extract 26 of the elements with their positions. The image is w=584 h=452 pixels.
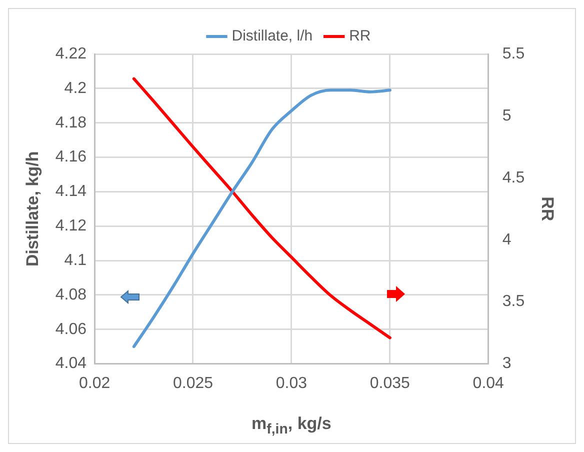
legend-label: RR bbox=[349, 28, 371, 45]
y-tick-label: 4.1 bbox=[64, 252, 87, 269]
x-tick-label: 0.03 bbox=[276, 374, 308, 392]
legend-label: Distillate, l/h bbox=[232, 28, 313, 45]
y2-tick-label: 4.5 bbox=[502, 169, 525, 186]
y2-axis-title: RR bbox=[538, 196, 558, 222]
y-axis-title: Distillate, kg/h bbox=[22, 151, 42, 267]
y2-tick-label: 3.5 bbox=[502, 293, 525, 310]
x-axis-title: m$_{f,in}$, kg/s bbox=[250, 414, 332, 437]
y2-tick-label: 5.5 bbox=[502, 45, 525, 62]
y-tick-label: 4.06 bbox=[55, 320, 87, 338]
y-tick-label: 4.08 bbox=[55, 286, 87, 304]
y-tick-label: 4.18 bbox=[55, 114, 87, 132]
y-tick-label: 4.2 bbox=[64, 80, 87, 97]
y-tick-label: 4.14 bbox=[55, 183, 87, 200]
y2-tick-label: 5 bbox=[502, 107, 512, 124]
x-tick-label: 0.035 bbox=[370, 374, 410, 392]
x-tick-label: 0.025 bbox=[172, 374, 214, 392]
x-tick-label: 0.02 bbox=[78, 374, 110, 392]
y-tick-label: 4.12 bbox=[55, 218, 87, 235]
x-tick-label: 0.04 bbox=[472, 374, 504, 392]
y-tick-label: 4.04 bbox=[55, 355, 87, 372]
y-tick-label: 4.16 bbox=[55, 148, 87, 166]
y-tick-label: 4.22 bbox=[55, 45, 87, 62]
y2-tick-label: 3 bbox=[502, 355, 512, 372]
y2-tick-label: 4 bbox=[502, 231, 512, 248]
